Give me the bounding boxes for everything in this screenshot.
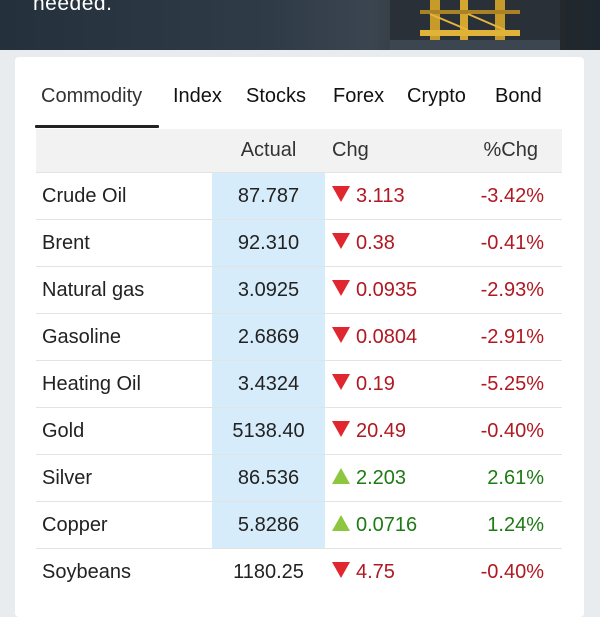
actual-value: 3.4324 <box>212 360 325 408</box>
arrow-down-icon <box>332 186 350 203</box>
table-header-row: Actual Chg %Chg <box>36 129 562 173</box>
change-cell: 3.113 <box>325 172 462 220</box>
banner-text: needed. <box>33 0 113 15</box>
change-value: 0.0716 <box>356 513 418 536</box>
arrow-down-icon <box>332 374 350 391</box>
change-value: 0.0804 <box>356 325 418 348</box>
header-actual: Actual <box>212 129 325 173</box>
actual-value: 92.310 <box>212 219 325 267</box>
commodity-name: Crude Oil <box>36 172 212 220</box>
change-value: 0.19 <box>356 372 395 395</box>
table-row[interactable]: Crude Oil 87.787 3.113 -3.42% <box>36 172 562 220</box>
tab-bond[interactable]: Bond <box>495 85 542 107</box>
commodity-name: Natural gas <box>36 266 212 314</box>
change-cell: 2.203 <box>325 454 462 502</box>
change-cell: 0.0804 <box>325 313 462 361</box>
actual-value: 86.536 <box>212 454 325 502</box>
tab-stocks[interactable]: Stocks <box>246 85 307 107</box>
change-cell: 4.75 <box>325 548 462 595</box>
market-card: Commodity Index Stocks Forex Crypto Bond… <box>15 57 584 617</box>
commodity-name: Copper <box>36 501 212 549</box>
change-value: 2.203 <box>356 466 407 489</box>
percent-change-value: -3.42% <box>462 172 562 220</box>
change-cell: 0.38 <box>325 219 462 267</box>
actual-value: 5.8286 <box>212 501 325 549</box>
arrow-down-icon <box>332 421 350 438</box>
actual-value: 1180.25 <box>212 548 325 595</box>
commodity-name: Silver <box>36 454 212 502</box>
active-tab-indicator <box>35 125 159 128</box>
actual-value: 3.0925 <box>212 266 325 314</box>
percent-change-value: -0.40% <box>462 407 562 455</box>
arrow-down-icon <box>332 280 350 297</box>
arrow-down-icon <box>332 562 350 579</box>
commodity-table: Actual Chg %Chg Crude Oil 87.787 3.113 -3.4… <box>36 129 562 595</box>
arrow-down-icon <box>332 327 350 344</box>
table-row[interactable]: Gold 5138.40 20.49 -0.40% <box>36 407 562 455</box>
market-tabs: Commodity Index Stocks Forex Crypto Bond <box>35 71 575 129</box>
header-pct-chg: %Chg <box>462 129 562 173</box>
percent-change-value: -2.93% <box>462 266 562 314</box>
table-row[interactable]: Brent 92.310 0.38 -0.41% <box>36 219 562 267</box>
tab-forex[interactable]: Forex <box>333 85 385 107</box>
actual-value: 5138.40 <box>212 407 325 455</box>
header-chg: Chg <box>325 129 462 173</box>
header-name <box>36 129 212 173</box>
table-row[interactable]: Soybeans 1180.25 4.75 -0.40% <box>36 548 562 595</box>
actual-value: 87.787 <box>212 172 325 220</box>
change-cell: 0.0935 <box>325 266 462 314</box>
table-row[interactable]: Silver 86.536 2.203 2.61% <box>36 454 562 502</box>
percent-change-value: -0.40% <box>462 548 562 595</box>
oil-rig-image <box>390 0 560 50</box>
percent-change-value: -5.25% <box>462 360 562 408</box>
tab-commodity[interactable]: Commodity <box>41 85 143 107</box>
table-row[interactable]: Heating Oil 3.4324 0.19 -5.25% <box>36 360 562 408</box>
actual-value: 2.6869 <box>212 313 325 361</box>
arrow-up-icon <box>332 468 350 485</box>
change-cell: 0.0716 <box>325 501 462 549</box>
arrow-up-icon <box>332 515 350 532</box>
change-value: 20.49 <box>356 419 407 442</box>
commodity-name: Soybeans <box>36 548 212 595</box>
change-value: 4.75 <box>356 560 395 583</box>
percent-change-value: 2.61% <box>462 454 562 502</box>
percent-change-value: 1.24% <box>462 501 562 549</box>
percent-change-value: -0.41% <box>462 219 562 267</box>
table-row[interactable]: Gasoline 2.6869 0.0804 -2.91% <box>36 313 562 361</box>
tab-crypto[interactable]: Crypto <box>407 85 466 107</box>
change-value: 3.113 <box>356 184 405 207</box>
commodity-name: Heating Oil <box>36 360 212 408</box>
table-row[interactable]: Copper 5.8286 0.0716 1.24% <box>36 501 562 549</box>
tab-index[interactable]: Index <box>173 85 222 107</box>
hero-banner: needed. <box>0 0 600 50</box>
commodity-name: Brent <box>36 219 212 267</box>
percent-change-value: -2.91% <box>462 313 562 361</box>
change-cell: 0.19 <box>325 360 462 408</box>
commodity-name: Gasoline <box>36 313 212 361</box>
arrow-down-icon <box>332 233 350 250</box>
change-cell: 20.49 <box>325 407 462 455</box>
change-value: 0.38 <box>356 231 395 254</box>
table-row[interactable]: Natural gas 3.0925 0.0935 -2.93% <box>36 266 562 314</box>
change-value: 0.0935 <box>356 278 418 301</box>
commodity-name: Gold <box>36 407 212 455</box>
